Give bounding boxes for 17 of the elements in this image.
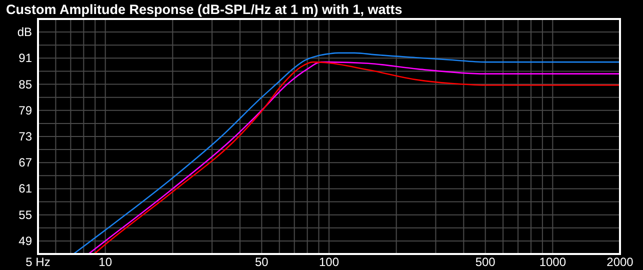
x-tick-label: 500 <box>475 255 496 269</box>
x-tick-label: 50 <box>254 255 269 269</box>
x-tick-label: 5 Hz <box>26 255 50 269</box>
y-tick-label: 73 <box>18 130 32 144</box>
y-tick-label: 67 <box>18 156 32 170</box>
y-tick-label: 85 <box>18 77 32 92</box>
y-tick-label: 91 <box>18 51 32 66</box>
chart-title: Custom Amplitude Response (dB-SPL/Hz at 1 m) with 1, watts <box>6 2 402 17</box>
y-tick-label: dB <box>17 25 32 40</box>
x-tick-label: 100 <box>318 255 340 269</box>
y-tick-label: 55 <box>18 208 32 222</box>
x-tick-label: 1000 <box>539 255 566 269</box>
y-tick-label: 61 <box>18 182 32 196</box>
x-tick-label: 10 <box>98 255 112 269</box>
y-tick-label: 49 <box>18 234 32 248</box>
x-tick-label: 2000 <box>606 255 634 269</box>
y-tick-label: 79 <box>18 103 32 118</box>
